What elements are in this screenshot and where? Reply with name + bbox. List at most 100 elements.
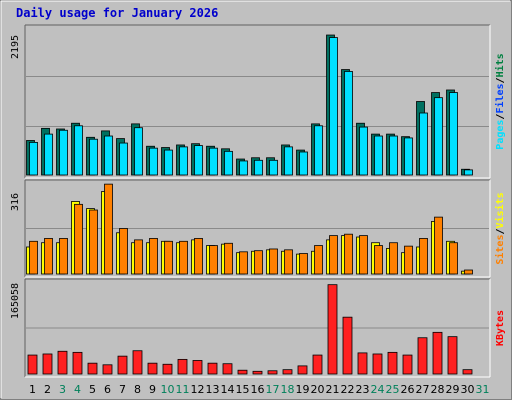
bar-sites-day-14	[224, 242, 233, 275]
bar-sites-day-16	[254, 250, 263, 275]
bar-kbytes-day-26	[402, 354, 413, 375]
bar-sites-day-1	[29, 240, 38, 275]
day-label-16: 16	[251, 383, 265, 396]
chart-title: Daily usage for January 2026	[16, 6, 219, 20]
day-label-14: 14	[221, 383, 235, 396]
bar-sites-day-19	[299, 253, 308, 275]
bar-sites-day-25	[389, 242, 398, 275]
bar-sites-day-3	[59, 238, 68, 275]
panel-middle-legend: Sites/Visits	[494, 192, 506, 264]
bar-files-day-6	[104, 135, 113, 176]
bar-kbytes-day-30	[462, 369, 473, 375]
legend-entry-files: Files	[494, 83, 506, 113]
panel-bottom-ymax-label: 165058	[10, 283, 21, 319]
bar-sites-day-17	[269, 248, 278, 275]
day-label-20: 20	[311, 383, 325, 396]
bar-sites-day-2	[44, 238, 53, 275]
bar-kbytes-day-1	[27, 354, 38, 375]
bar-files-day-3	[59, 129, 68, 176]
bar-kbytes-day-20	[312, 354, 323, 375]
bar-sites-day-26	[404, 245, 413, 275]
legend-entry-pages: Pages	[495, 120, 506, 150]
bar-sites-day-10	[164, 240, 173, 275]
bar-kbytes-day-25	[387, 351, 398, 375]
bar-files-day-30	[464, 169, 473, 176]
bar-files-day-2	[44, 133, 53, 176]
bar-files-day-14	[224, 150, 233, 176]
bar-kbytes-day-12	[192, 360, 203, 375]
bar-kbytes-day-16	[252, 370, 263, 375]
bar-kbytes-day-27	[417, 337, 428, 375]
bar-sites-day-6	[104, 183, 113, 275]
bar-kbytes-day-21	[327, 284, 338, 375]
bar-files-day-8	[134, 127, 143, 176]
bar-files-day-28	[434, 97, 443, 176]
bar-files-day-21	[329, 37, 338, 176]
bar-kbytes-day-6	[102, 364, 113, 375]
bar-kbytes-day-15	[237, 369, 248, 375]
bar-kbytes-day-24	[372, 353, 383, 375]
panel-top-legend: Pages/Files/Hits	[494, 53, 506, 149]
bar-files-day-23	[359, 126, 368, 176]
day-label-19: 19	[296, 383, 310, 396]
bar-kbytes-day-2	[42, 353, 53, 375]
bar-sites-day-23	[359, 235, 368, 275]
bar-sites-day-8	[134, 239, 143, 275]
bar-files-day-12	[194, 145, 203, 176]
bar-files-day-19	[299, 151, 308, 176]
day-label-5: 5	[89, 383, 96, 396]
bar-files-day-17	[269, 159, 278, 176]
day-label-3: 3	[59, 383, 66, 396]
bar-files-day-27	[419, 112, 428, 176]
day-label-28: 28	[431, 383, 445, 396]
legend-entry-sep: /	[495, 114, 506, 120]
bar-sites-day-7	[119, 228, 128, 275]
day-label-11: 11	[176, 383, 190, 396]
bar-files-day-18	[284, 146, 293, 176]
day-label-1: 1	[29, 383, 36, 396]
legend-entry-visits: Visits	[494, 192, 506, 228]
day-label-24: 24	[371, 383, 385, 396]
bar-files-day-29	[449, 92, 458, 176]
day-label-8: 8	[134, 383, 141, 396]
bar-kbytes-day-10	[162, 363, 173, 375]
bar-kbytes-day-9	[147, 362, 158, 375]
panel-middle-ymax-label: 316	[10, 193, 21, 211]
day-label-17: 17	[266, 383, 280, 396]
bar-files-day-15	[239, 160, 248, 176]
day-label-13: 13	[206, 383, 220, 396]
day-label-6: 6	[104, 383, 111, 396]
bar-sites-day-18	[284, 249, 293, 275]
bar-kbytes-day-18	[282, 369, 293, 375]
panel-top-ymax-label: 2195	[10, 35, 21, 59]
bar-sites-day-4	[74, 203, 83, 275]
bar-files-day-10	[164, 149, 173, 176]
bar-sites-day-24	[374, 245, 383, 275]
day-label-21: 21	[326, 383, 340, 396]
panel-bottom-legend: KBytes	[495, 310, 506, 346]
day-label-10: 10	[161, 383, 175, 396]
bar-sites-day-30	[464, 269, 473, 275]
bar-files-day-4	[74, 125, 83, 176]
bar-files-day-16	[254, 159, 263, 176]
bar-kbytes-day-8	[132, 350, 143, 375]
bar-sites-day-21	[329, 235, 338, 275]
day-label-9: 9	[149, 383, 156, 396]
bar-kbytes-day-5	[87, 362, 98, 375]
bar-sites-day-13	[209, 245, 218, 275]
legend-entry-sep: /	[495, 77, 506, 83]
bar-kbytes-day-4	[72, 351, 83, 375]
bar-kbytes-day-7	[117, 355, 128, 375]
bar-kbytes-day-14	[222, 363, 233, 375]
legend-entry-sites: Sites	[494, 235, 506, 265]
bar-kbytes-day-3	[57, 350, 68, 375]
day-label-7: 7	[119, 383, 126, 396]
legend-entry-sep: /	[495, 228, 506, 234]
bar-files-day-5	[89, 138, 98, 176]
bar-sites-day-20	[314, 245, 323, 275]
bar-sites-day-15	[239, 251, 248, 275]
bar-files-day-13	[209, 147, 218, 176]
day-label-12: 12	[191, 383, 205, 396]
bar-sites-day-27	[419, 238, 428, 275]
